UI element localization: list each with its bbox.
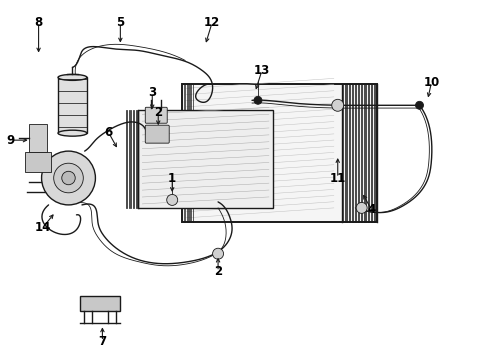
Bar: [138, 110, 273, 208]
Circle shape: [254, 96, 262, 104]
Text: 2: 2: [214, 265, 222, 278]
Text: 2: 2: [154, 106, 162, 119]
Text: 11: 11: [330, 171, 346, 185]
Bar: [80, 296, 121, 311]
Bar: [182, 84, 377, 222]
Circle shape: [213, 248, 223, 259]
Text: 14: 14: [34, 221, 51, 234]
Text: 4: 4: [368, 203, 376, 216]
Ellipse shape: [58, 75, 87, 80]
Text: 1: 1: [168, 171, 176, 185]
Circle shape: [62, 171, 75, 185]
Text: 12: 12: [204, 16, 220, 29]
FancyBboxPatch shape: [145, 107, 167, 123]
Bar: [24, 152, 50, 172]
Text: 13: 13: [254, 64, 270, 77]
Circle shape: [167, 194, 178, 206]
Circle shape: [42, 151, 96, 205]
Text: 8: 8: [34, 16, 43, 29]
Circle shape: [416, 101, 423, 109]
Text: 7: 7: [98, 335, 106, 348]
Ellipse shape: [58, 130, 87, 136]
Text: 3: 3: [148, 86, 156, 99]
Circle shape: [332, 99, 343, 111]
Text: 6: 6: [104, 126, 113, 139]
Bar: [28, 124, 47, 152]
Text: 10: 10: [423, 76, 440, 89]
Text: 9: 9: [6, 134, 15, 147]
Circle shape: [356, 202, 367, 213]
Circle shape: [54, 163, 83, 193]
Bar: [58, 77, 87, 133]
Text: 5: 5: [116, 16, 124, 29]
FancyBboxPatch shape: [145, 125, 169, 143]
